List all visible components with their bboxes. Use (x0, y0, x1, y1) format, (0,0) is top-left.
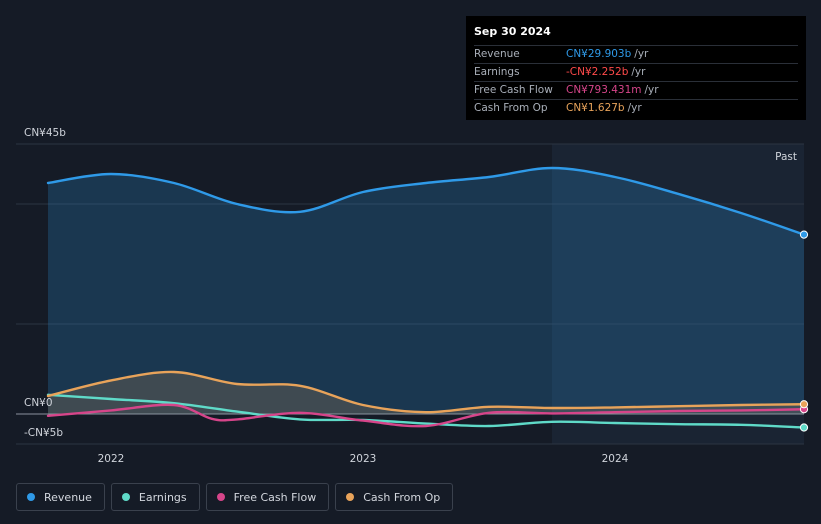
legend-label: Revenue (44, 490, 92, 504)
legend-dot-icon (121, 493, 130, 501)
legend-dot-icon (216, 493, 225, 501)
end-point-cash-from-op (799, 400, 809, 409)
x-tick-label: 2022 (98, 453, 125, 465)
line-free-cash-flow (46, 403, 806, 428)
y-tick-label-zero: CN¥0 (24, 397, 53, 409)
tooltip-date: Sep 30 2024 (474, 25, 551, 38)
series-areas (48, 168, 804, 414)
line-cash-from-op (46, 370, 806, 414)
line-earnings (46, 393, 806, 429)
tooltip-unit: /yr (634, 48, 649, 60)
y-tick-label-top: CN¥45b (24, 127, 66, 139)
legend-item-revenue[interactable]: Revenue (16, 483, 105, 511)
gridlines (16, 143, 804, 445)
tooltip-row-earnings: Earnings -CN¥2.252b /yr (474, 63, 798, 81)
legend-label: Earnings (138, 490, 187, 504)
end-point-earnings (799, 423, 809, 432)
legend-item-cash-from-op[interactable]: Cash From Op (335, 483, 454, 511)
legend-label: Cash From Op (363, 490, 441, 504)
tooltip-value: -CN¥2.252b (566, 66, 629, 78)
end-point-revenue (799, 230, 809, 239)
tooltip-label: Earnings (474, 66, 520, 78)
legend-dot-icon (27, 493, 35, 501)
tooltip-label: Revenue (474, 48, 520, 60)
past-label: Past (775, 151, 797, 163)
x-tick-label: 2023 (350, 453, 377, 465)
tooltip-unit: /yr (627, 102, 642, 114)
tooltip-row-revenue: Revenue CN¥29.903b /yr (474, 45, 798, 63)
series-lines (46, 166, 806, 429)
legend-label: Free Cash Flow (233, 490, 317, 504)
x-tick-labels: 2022 2023 2024 (98, 453, 629, 465)
tooltip-unit: /yr (644, 84, 659, 96)
y-tick-label-bottom: -CN¥5b (24, 427, 63, 439)
x-tick-label: 2024 (602, 453, 629, 465)
tooltip: Sep 30 2024 Revenue CN¥29.903b /yr Earni… (466, 16, 806, 120)
area-revenue (48, 168, 804, 414)
tooltip-row-free-cash-flow: Free Cash Flow CN¥793.431m /yr (474, 81, 798, 99)
tooltip-value: CN¥793.431m (566, 84, 642, 96)
tooltip-label: Cash From Op (474, 102, 548, 114)
series-end-dots (799, 230, 809, 432)
legend: Revenue Earnings Free Cash Flow Cash Fro… (16, 483, 454, 511)
tooltip-value: CN¥29.903b (566, 48, 632, 60)
legend-item-earnings[interactable]: Earnings (110, 483, 200, 511)
area-cash-from-op (48, 371, 804, 414)
tooltip-value: CN¥1.627b (566, 102, 625, 114)
legend-item-free-cash-flow[interactable]: Free Cash Flow (205, 483, 330, 511)
tooltip-unit: /yr (631, 66, 646, 78)
legend-dot-icon (346, 493, 355, 501)
line-revenue (46, 166, 806, 236)
tooltip-row-cash-from-op: Cash From Op CN¥1.627b /yr (474, 99, 798, 117)
tooltip-label: Free Cash Flow (474, 84, 553, 96)
